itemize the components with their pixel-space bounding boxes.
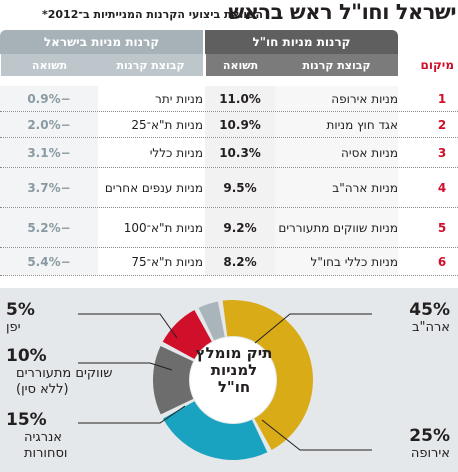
label-usa-name: ארה"ב bbox=[411, 320, 450, 335]
abroad-group-cell: מניות אירופה bbox=[331, 91, 398, 106]
page-title: ישראל וחו"ל ראש בראש bbox=[228, 0, 456, 24]
pie-hole bbox=[190, 337, 276, 423]
abroad-cell-bg bbox=[275, 112, 398, 137]
israel-return-cell: −2.0% bbox=[0, 112, 98, 137]
label-usa: 45% ארה"ב bbox=[370, 300, 450, 336]
table-row: 2 אגד חוץ מניות 10.9% מניות ת"א־25 −2.0% bbox=[0, 112, 458, 138]
pie-slice bbox=[198, 301, 225, 341]
pie-svg bbox=[153, 300, 314, 460]
abroad-cell-bg bbox=[275, 208, 398, 247]
leader-usa bbox=[254, 313, 372, 344]
label-energy: 15% אנרגיה וסחורות bbox=[6, 410, 86, 462]
leader-energy bbox=[78, 405, 186, 424]
abroad-return-cell: 10.3% bbox=[205, 138, 275, 167]
israel-return-cell: −3.1% bbox=[0, 138, 98, 167]
abroad-group-cell: מניות ארה"ב bbox=[332, 180, 398, 195]
israel-group-cell: מניות ענפים אחרים bbox=[104, 180, 203, 195]
rank-cell: 5 bbox=[437, 220, 447, 235]
label-energy-pct: 15% bbox=[6, 410, 47, 430]
table-row: 1 מניות אירופה 11.0% מניות יתר −0.9% bbox=[0, 86, 458, 112]
abroad-cell-bg bbox=[275, 86, 398, 111]
leader-lines bbox=[78, 313, 372, 451]
table-row: 5 מניות שווקים מתעוררים 9.2% מניות ת"א־100 −… bbox=[0, 208, 458, 248]
label-usa-pct: 45% bbox=[409, 300, 450, 320]
label-europe: 25% אירופה bbox=[370, 426, 450, 462]
leader-europe bbox=[261, 419, 372, 451]
rank-cell: 3 bbox=[437, 145, 447, 160]
label-japan-pct: 5% bbox=[6, 300, 35, 320]
label-energy-name: אנרגיה וסחורות bbox=[24, 430, 68, 461]
leader-japan bbox=[78, 313, 178, 339]
abroad-return-cell: 9.5% bbox=[205, 168, 275, 207]
israel-return-cell: −5.2% bbox=[0, 208, 98, 247]
abroad-return-cell: 10.9% bbox=[205, 112, 275, 137]
table-row: 4 מניות ארה"ב 9.5% מניות ענפים אחרים −3.7% bbox=[0, 168, 458, 208]
portfolio-pie bbox=[148, 295, 318, 465]
rank-cell: 6 bbox=[437, 254, 447, 269]
pie-center-title: תיק מומלץ למניות חו"ל bbox=[195, 344, 273, 396]
pie-slice bbox=[162, 309, 212, 359]
group-header-abroad: קרנות מניות חו"ל bbox=[205, 30, 398, 54]
column-header-abroad-group: קבוצת קרנות bbox=[275, 54, 398, 76]
page-subtitle: השוואת ביצועי הקרנות המנייתיות ב־2012* bbox=[41, 8, 263, 21]
israel-return-cell: −3.7% bbox=[0, 168, 98, 207]
label-japan-name: יפן bbox=[6, 320, 21, 335]
israel-group-cell: מניות ת"א־25 bbox=[131, 117, 203, 132]
abroad-return-cell: 9.2% bbox=[205, 208, 275, 247]
label-europe-name: אירופה bbox=[410, 446, 450, 461]
abroad-group-cell: אגד חוץ מניות bbox=[326, 117, 398, 132]
pie-slice bbox=[162, 401, 268, 460]
label-emerging-name: שווקים מתעוררים (ללא סין) bbox=[16, 366, 113, 397]
israel-group-cell: מניות ת"א־100 bbox=[123, 220, 203, 235]
abroad-cell-bg bbox=[275, 138, 398, 167]
column-header-abroad-return: תשואה bbox=[205, 54, 275, 76]
abroad-cell-bg bbox=[275, 248, 398, 275]
rank-cell: 1 bbox=[437, 91, 447, 106]
abroad-return-cell: 11.0% bbox=[205, 86, 275, 111]
column-header-rank: מיקום bbox=[420, 58, 454, 72]
israel-group-cell: מניות ת"א־75 bbox=[131, 254, 203, 269]
abroad-cell-bg bbox=[275, 168, 398, 207]
column-header-israel-group: קבוצת קרנות bbox=[98, 54, 203, 76]
leader-emerging bbox=[78, 362, 173, 371]
abroad-group-cell: מניות אסיה bbox=[341, 145, 398, 160]
label-europe-pct: 25% bbox=[409, 426, 450, 446]
abroad-group-cell: מניות שווקים מתעוררים bbox=[278, 220, 398, 235]
israel-return-cell: −5.4% bbox=[0, 248, 98, 275]
column-header-israel-return: תשואה bbox=[0, 54, 98, 76]
label-japan: 5% יפן bbox=[6, 300, 106, 336]
pie-slice bbox=[153, 346, 194, 415]
label-emerging-pct: 10% bbox=[6, 346, 47, 366]
header: ישראל וחו"ל ראש בראש השוואת ביצועי הקרנו… bbox=[0, 0, 458, 30]
israel-return-cell: −0.9% bbox=[0, 86, 98, 111]
label-emerging: 10% שווקים מתעוררים (ללא סין) bbox=[6, 346, 121, 398]
group-header-israel: קרנות מניות בישראל bbox=[0, 30, 203, 54]
pie-slice bbox=[222, 300, 314, 451]
abroad-group-cell: מניות כללי בחו"ל bbox=[310, 254, 398, 269]
rank-cell: 2 bbox=[437, 117, 447, 132]
israel-group-cell: מניות יתר bbox=[155, 91, 203, 106]
israel-group-cell: מניות כללי bbox=[149, 145, 203, 160]
table-row: 3 מניות אסיה 10.3% מניות כללי −3.1% bbox=[0, 138, 458, 168]
table-row: 6 מניות כללי בחו"ל 8.2% מניות ת"א־75 −5.4% bbox=[0, 248, 458, 276]
rank-cell: 4 bbox=[437, 180, 447, 195]
abroad-return-cell: 8.2% bbox=[205, 248, 275, 275]
